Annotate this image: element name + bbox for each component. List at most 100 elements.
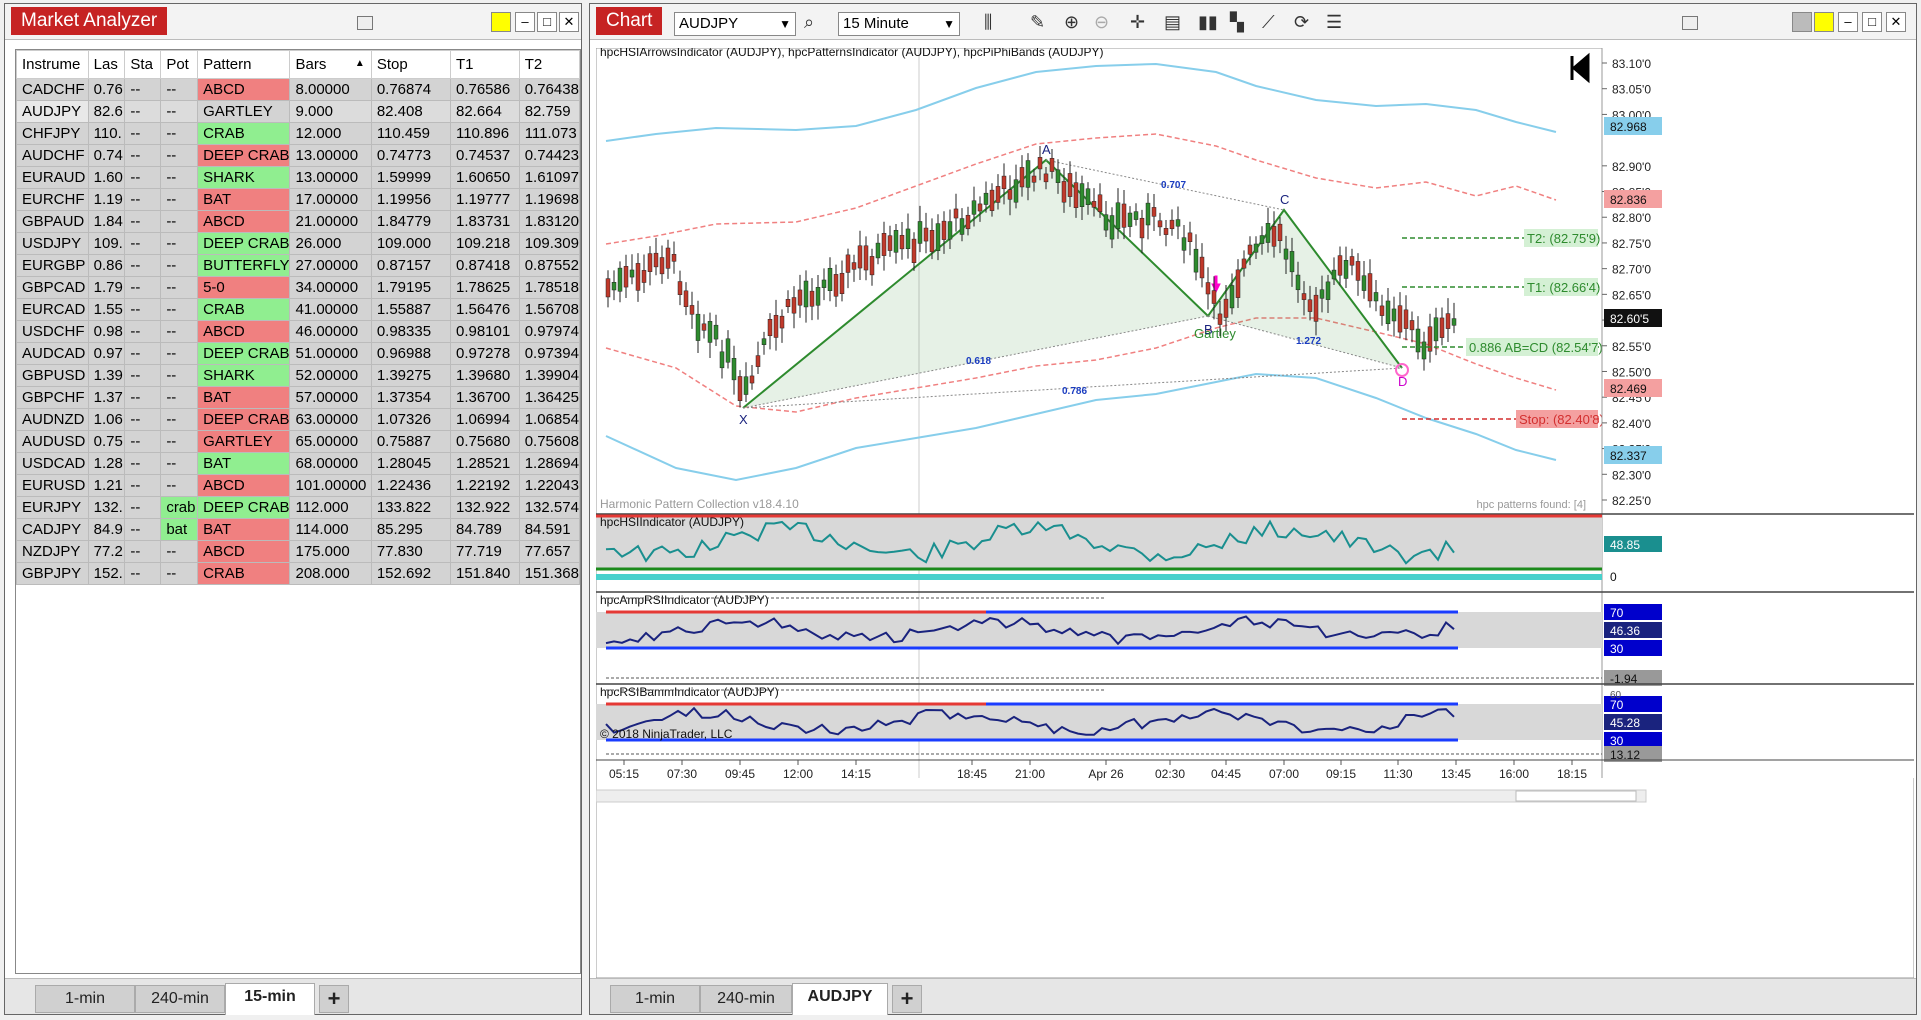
table-row[interactable]: USDCHF 0.98 -- -- ABCD 46.00000 0.98335 0.98101… [16, 320, 580, 343]
candle-body [773, 314, 779, 338]
column-header[interactable]: Pot [160, 50, 199, 79]
tab-1-min[interactable]: 1-min [35, 985, 135, 1013]
table-row[interactable]: AUDCHF 0.74 -- -- DEEP CRAB 13.00000 0.74773 0.… [16, 144, 580, 167]
search-icon[interactable]: ⌕ [804, 12, 815, 32]
indicators-icon[interactable]: ▮▮ [1198, 12, 1218, 32]
strategies-icon[interactable]: ▚ [1230, 12, 1244, 32]
candle-body [695, 313, 701, 341]
timeframe-value: 15 Minute [843, 15, 909, 32]
panel-badge [1604, 622, 1662, 638]
price-axis-bg [1602, 48, 1914, 778]
table-row[interactable]: NZDJPY 77.2 -- -- ABCD 175.000 77.830 77.719 77.… [16, 540, 580, 563]
copyright: © 2018 NinjaTrader, LLC [600, 727, 733, 741]
column-header[interactable]: Pattern [197, 50, 291, 79]
table-row[interactable]: EURAUD 1.60 -- -- SHARK 13.00000 1.59999 1.6065… [16, 166, 580, 189]
table-row[interactable]: CHFJPY 110. -- -- CRAB 12.000 110.459 110.896 11… [16, 122, 580, 145]
table-row[interactable]: GBPCHF 1.37 -- -- BAT 57.00000 1.37354 1.36700 1… [16, 386, 580, 409]
cell-instrument: AUDNZD [16, 408, 89, 431]
cell-t1: 1.19777 [449, 188, 520, 211]
pin-icon[interactable] [1682, 16, 1698, 30]
zoom-out-icon[interactable]: ⊖ [1094, 12, 1110, 32]
chart-canvas[interactable]: X A B C D Gartley 0.707 0.618 0.786 1.272 hpcHSIA… [596, 48, 1914, 978]
table-row[interactable]: GBPAUD 1.84 -- -- ABCD 21.00000 1.84779 1.83731… [16, 210, 580, 233]
table-row[interactable]: EURUSD 1.21 -- -- ABCD 101.00000 1.22436 1.2219… [16, 474, 580, 497]
zoom-in-icon[interactable]: ⊕ [1064, 12, 1080, 32]
price-badge [1604, 309, 1662, 327]
column-header[interactable]: Sta [124, 50, 162, 79]
cell-bars: 68.00000 [289, 452, 372, 475]
candle-body [653, 252, 659, 268]
candle-body [947, 221, 953, 240]
cell-pot: -- [160, 386, 199, 409]
close-button[interactable]: ✕ [1886, 12, 1906, 32]
tab-audjpy[interactable]: AUDJPY [792, 983, 888, 1015]
table-row[interactable]: AUDCAD 0.97 -- -- DEEP CRAB 51.00000 0.96988 0.… [16, 342, 580, 365]
reload-icon[interactable]: ⟳ [1294, 12, 1310, 32]
cell-t2: 1.06854 [518, 408, 580, 431]
color-link-button[interactable] [491, 12, 511, 32]
color-link-button[interactable] [1814, 12, 1834, 32]
cell-stop: 152.692 [370, 562, 451, 585]
properties-icon[interactable]: ☰ [1326, 12, 1343, 32]
candle-body [1103, 214, 1109, 231]
table-row[interactable]: CADJPY 84.9 -- bat BAT 114.000 85.295 84.789 84.… [16, 518, 580, 541]
table-row[interactable]: GBPJPY 152. -- -- CRAB 208.000 152.692 151.840 1… [16, 562, 580, 585]
minimize-button[interactable]: – [1838, 12, 1858, 32]
candle-body [1319, 289, 1325, 299]
table-row[interactable]: EURCHF 1.19 -- -- BAT 17.00000 1.19956 1.19777 1… [16, 188, 580, 211]
table-row[interactable]: AUDNZD 1.06 -- -- DEEP CRAB 63.00000 1.07326 1.… [16, 408, 580, 431]
timeframe-select[interactable]: 15 Minute ▼ [838, 12, 960, 36]
column-header[interactable]: Stop [370, 50, 451, 79]
column-header[interactable]: Instrume [16, 50, 89, 79]
cell-status: -- [124, 166, 162, 189]
crosshair-icon[interactable]: ✛ [1130, 12, 1146, 32]
cell-instrument: CADCHF [16, 78, 89, 101]
tab-1-min[interactable]: 1-min [610, 985, 700, 1013]
data-box-icon[interactable]: ▤ [1164, 12, 1182, 32]
pin-icon[interactable] [357, 16, 373, 30]
minimize-button[interactable]: – [515, 12, 535, 32]
cell-last: 1.28 [87, 452, 126, 475]
tab-240-min[interactable]: 240-min [700, 985, 792, 1013]
chart-titlebar[interactable]: Chart AUDJPY ▼ ⌕ 15 Minute ▼ ⫼ ✎ ⊕ ⊖ ✛ ▤ ▮… [590, 4, 1916, 40]
panel-badge-label: 45.28 [1610, 716, 1640, 730]
drawing-tools-icon[interactable]: ⟋ [1262, 12, 1275, 32]
close-button[interactable]: ✕ [559, 12, 579, 32]
add-tab-button[interactable]: + [892, 985, 922, 1013]
table-row[interactable]: EURCAD 1.55 -- -- CRAB 41.00000 1.55887 1.56476… [16, 298, 580, 321]
table-row[interactable]: GBPUSD 1.39 -- -- SHARK 52.00000 1.39275 1.3968… [16, 364, 580, 387]
cell-stop: 1.39275 [370, 364, 451, 387]
panel-badge [1604, 714, 1662, 730]
maximize-button[interactable]: □ [537, 12, 557, 32]
color-link-grey-button[interactable] [1792, 12, 1812, 32]
add-tab-button[interactable]: + [319, 985, 349, 1013]
table-row[interactable]: CADCHF 0.76 -- -- ABCD 8.00000 0.76874 0.76586 0… [16, 78, 580, 101]
pencil-icon[interactable]: ✎ [1030, 12, 1046, 32]
candle-body [1271, 226, 1277, 247]
cell-t2: 77.657 [518, 540, 580, 563]
market-analyzer-titlebar[interactable]: Market Analyzer – □ ✕ [5, 4, 581, 40]
candle-body [671, 254, 677, 262]
table-row[interactable]: EURGBP 0.86 -- -- BUTTERFLY 27.00000 0.87157 0.… [16, 254, 580, 277]
column-header[interactable]: Bars ▲ [289, 50, 372, 79]
table-row[interactable]: AUDUSD 0.75 -- -- GARTLEY 65.00000 0.75887 0.75… [16, 430, 580, 453]
table-row[interactable]: EURJPY 132. -- crab DEEP CRAB 112.000 133.822 1… [16, 496, 580, 519]
table-row[interactable]: AUDJPY 82.6 -- -- GARTLEY 9.000 82.408 82.664 82… [16, 100, 580, 123]
instrument-select[interactable]: AUDJPY ▼ [674, 12, 796, 36]
maximize-button[interactable]: □ [1862, 12, 1882, 32]
column-header[interactable]: T2 [518, 50, 580, 79]
candle-body [875, 242, 881, 259]
column-header[interactable]: Las [87, 50, 126, 79]
tab-240-min[interactable]: 240-min [135, 985, 225, 1013]
cell-status: -- [124, 496, 162, 519]
cell-status: -- [124, 518, 162, 541]
table-row[interactable]: USDJPY 109. -- -- DEEP CRAB 26.000 109.000 109.… [16, 232, 580, 255]
table-row[interactable]: USDCAD 1.28 -- -- BAT 68.00000 1.28045 1.28521 1… [16, 452, 580, 475]
candle-body [1325, 281, 1331, 300]
table-row[interactable]: GBPCAD 1.79 -- -- 5-0 34.00000 1.79195 1.78625 1… [16, 276, 580, 299]
ratio-label: 0.786 [1062, 386, 1087, 397]
oscillator-line [605, 615, 1455, 646]
tab-15-min[interactable]: 15-min [225, 983, 315, 1015]
column-header[interactable]: T1 [449, 50, 520, 79]
bar-type-icon[interactable]: ⫼ [984, 12, 993, 32]
